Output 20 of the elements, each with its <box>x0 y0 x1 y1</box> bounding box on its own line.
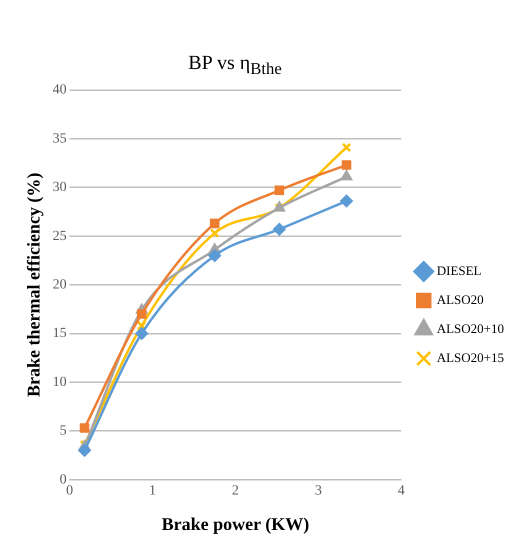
y-tick-label: 35 <box>52 131 67 146</box>
chart-title: BP vs η$_{Bthe}$ <box>187 52 283 79</box>
y-tick-label: 30 <box>52 180 67 196</box>
y-tick-label: 15 <box>52 326 67 342</box>
legend-label: ALSO20 <box>436 292 484 307</box>
x-tick-label: 2 <box>232 484 239 499</box>
x-axis-title: Brake power (KW) <box>162 514 310 534</box>
y-tick-label: 20 <box>52 277 67 292</box>
y-tick-label: 0 <box>60 472 67 488</box>
y-tick-label: 25 <box>52 228 67 244</box>
x-tick-label: 4 <box>398 484 405 499</box>
y-axis-title: Brake thermal efficiency (%) <box>23 172 44 398</box>
x-tick-label: 1 <box>149 484 156 499</box>
x-tick-label: 3 <box>314 484 322 499</box>
y-tick-label: 10 <box>52 374 67 390</box>
legend-label: ALSO20+10 <box>436 320 504 336</box>
y-tick-label: 40 <box>52 82 67 98</box>
legend-label: DIESEL <box>436 262 482 278</box>
y-tick-label: 5 <box>60 424 67 439</box>
legend-label: ALSO20+15 <box>436 350 504 365</box>
